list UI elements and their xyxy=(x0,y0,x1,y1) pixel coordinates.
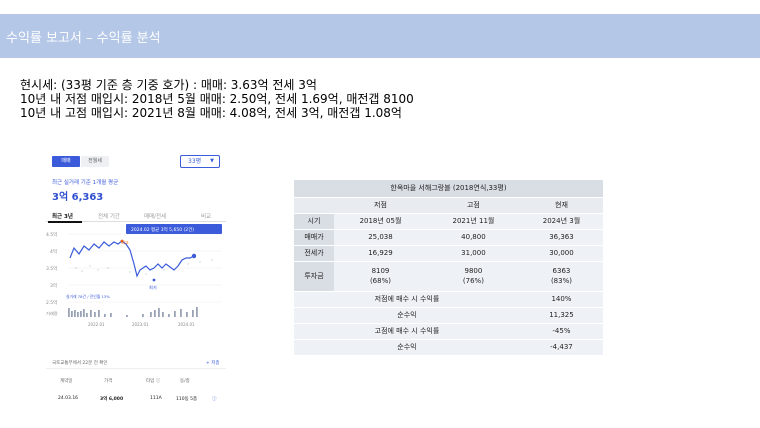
volume-label: 거래량 xyxy=(46,310,58,317)
profit-table: 한옥마을 서해그랑블 (2018연식,33평) 저점 고점 현재 시기 2018… xyxy=(294,180,603,356)
row-header: 시기 xyxy=(294,213,334,230)
invest-amount: 6363 xyxy=(552,267,571,275)
divider xyxy=(46,368,226,369)
column-header: 고점 xyxy=(426,197,520,214)
y-tick: 4.5억 xyxy=(46,231,57,238)
summary-current-price: 현시세: (33평 기준 층 기중 호가) : 매매: 3.63억 전세 3억 xyxy=(20,78,317,92)
rent-dots xyxy=(75,259,213,275)
deal-header-type: 타입 ⓘ xyxy=(146,379,161,384)
price-chart: 4.5억 4억 3.5억 3억 2.5억 2024.02 평균 3억 5,650… xyxy=(46,224,222,327)
deal-type: 111A xyxy=(150,396,162,401)
size-select[interactable]: 33평 ▼ xyxy=(180,155,220,168)
summary-low-point: 10년 내 저점 매입시: 2018년 5월 매매: 2.50억, 전세 1.6… xyxy=(20,92,414,106)
metric-row: 고점에 매수 시 수익률 -45% xyxy=(294,323,603,340)
deal-date: 24.03.16 xyxy=(58,396,79,401)
info-icon: ⓘ xyxy=(212,397,217,402)
high-label: 최고 xyxy=(121,239,129,246)
low-marker xyxy=(152,278,156,282)
y-tick: 3억 xyxy=(50,282,57,289)
period-tab-3y[interactable]: 최근 3년 xyxy=(52,214,73,220)
more-link[interactable]: + 저층 xyxy=(206,361,220,366)
metric-label: 고점에 매수 시 수익률 xyxy=(294,323,520,340)
y-tick: 4억 xyxy=(50,248,57,255)
table-row: 전세가 16,929 31,000 30,000 xyxy=(294,245,603,262)
metric-value: -4,437 xyxy=(519,339,603,356)
table-cell: 36,363 xyxy=(519,229,603,246)
chart-rate-label: 실거래 78건 / 전인월 13% xyxy=(66,294,110,299)
metric-row: 순수익 -4,437 xyxy=(294,339,603,356)
metric-value: 11,325 xyxy=(519,307,603,324)
summary-text: 현시세: (33평 기준 층 기중 호가) : 매매: 3.63억 전세 3억 … xyxy=(20,78,414,120)
table-cell: 2024년 3월 xyxy=(519,213,603,230)
table-cell: 40,800 xyxy=(426,229,520,246)
invest-amount: 9800 xyxy=(464,267,483,275)
row-header: 매매가 xyxy=(294,229,334,246)
metric-value: 140% xyxy=(519,291,603,308)
invest-ratio: (68%) xyxy=(369,277,391,285)
period-tab-compare[interactable]: 비교 xyxy=(201,214,212,220)
y-tick: 3.5억 xyxy=(46,265,57,272)
deal-header-floor: 동/층 xyxy=(180,379,190,384)
low-label: 최저 xyxy=(149,284,157,291)
metric-label: 순수익 xyxy=(294,307,520,324)
deal-floor: 110동 5층 xyxy=(176,397,198,402)
period-tab-all[interactable]: 전체 기간 xyxy=(98,214,120,220)
volume-bars xyxy=(68,307,198,317)
avg-price-label: 최근 실거래 기준 1개월 평균 xyxy=(52,180,119,186)
price-chart-screenshot: 매매 전월세 33평 ▼ 최근 실거래 기준 1개월 평균 3억 6,363 최… xyxy=(46,150,226,412)
table-cell: 2021년 11월 xyxy=(426,213,520,230)
avg-price-value: 3억 6,363 xyxy=(52,192,104,203)
table-cell: 8109 (68%) xyxy=(334,261,427,292)
chevron-down-icon: ▼ xyxy=(210,158,214,164)
column-header xyxy=(294,197,334,214)
sale-price-line xyxy=(69,240,195,278)
x-tick: 2024.01 xyxy=(178,322,195,327)
high-marker xyxy=(120,239,124,243)
deal-header-price: 가격 xyxy=(104,379,113,384)
tab-sale[interactable]: 매매 xyxy=(52,156,80,167)
chart-tooltip-text: 2024.02 평균 3억 5,650 (2건) xyxy=(131,226,194,233)
title-bar: 수익률 보고서 – 수익률 분석 xyxy=(0,14,760,58)
tab-rent[interactable]: 전월세 xyxy=(81,156,109,167)
row-header: 투자금 xyxy=(294,261,334,292)
table-cell: 6363 (83%) xyxy=(519,261,603,292)
column-header: 저점 xyxy=(334,197,427,214)
deal-header-date: 계약일 xyxy=(60,379,73,384)
y-tick: 2.5억 xyxy=(46,299,57,306)
x-tick: 2023.01 xyxy=(132,322,149,327)
table-header-row: 저점 고점 현재 xyxy=(294,197,603,214)
chart-tooltip: 2024.02 평균 3억 5,650 (2건) xyxy=(126,224,222,234)
row-header: 전세가 xyxy=(294,245,334,262)
table-cell: 31,000 xyxy=(426,245,520,262)
x-tick: 2022.01 xyxy=(88,322,105,327)
table-row: 시기 2018년 05월 2021년 11월 2024년 3월 xyxy=(294,213,603,230)
summary-high-point: 10년 내 고점 매입시: 2021년 8월 매매: 4.08억, 전세 3억,… xyxy=(20,106,402,120)
invest-ratio: (76%) xyxy=(462,277,484,285)
table-row: 매매가 25,038 40,800 36,363 xyxy=(294,229,603,246)
chart-grid xyxy=(68,233,222,303)
table-cell: 9800 (76%) xyxy=(426,261,520,292)
column-header: 현재 xyxy=(519,197,603,214)
metric-label: 순수익 xyxy=(294,339,520,356)
metric-row: 저점에 매수 시 수익률 140% xyxy=(294,291,603,308)
metric-row: 순수익 11,325 xyxy=(294,307,603,324)
metric-label: 저점에 매수 시 수익률 xyxy=(294,291,520,308)
metric-value: -45% xyxy=(519,323,603,340)
table-row: 투자금 8109 (68%) 9800 (76%) 6363 (83%) xyxy=(294,261,603,292)
invest-amount: 8109 xyxy=(371,267,390,275)
current-price-point xyxy=(191,253,197,259)
deal-price: 3억 6,000 xyxy=(100,397,124,402)
table-cell: 25,038 xyxy=(334,229,427,246)
table-cell: 16,929 xyxy=(334,245,427,262)
period-tabs: 최근 3년 전체 기간 매매/전세 비교 xyxy=(46,210,226,222)
table-cell: 2018년 05월 xyxy=(334,213,427,230)
size-select-value: 33평 xyxy=(188,158,202,165)
period-tab-indicator xyxy=(48,221,82,223)
page-title: 수익률 보고서 – 수익률 분석 xyxy=(6,31,161,46)
table-title: 한옥마을 서해그랑블 (2018연식,33평) xyxy=(294,180,603,198)
period-tab-sale-rent[interactable]: 매매/전세 xyxy=(144,214,167,220)
table-cell: 30,000 xyxy=(519,245,603,262)
invest-ratio: (83%) xyxy=(550,277,572,285)
source-text: 국토교통부에서 22분 전 확인 xyxy=(52,361,108,366)
